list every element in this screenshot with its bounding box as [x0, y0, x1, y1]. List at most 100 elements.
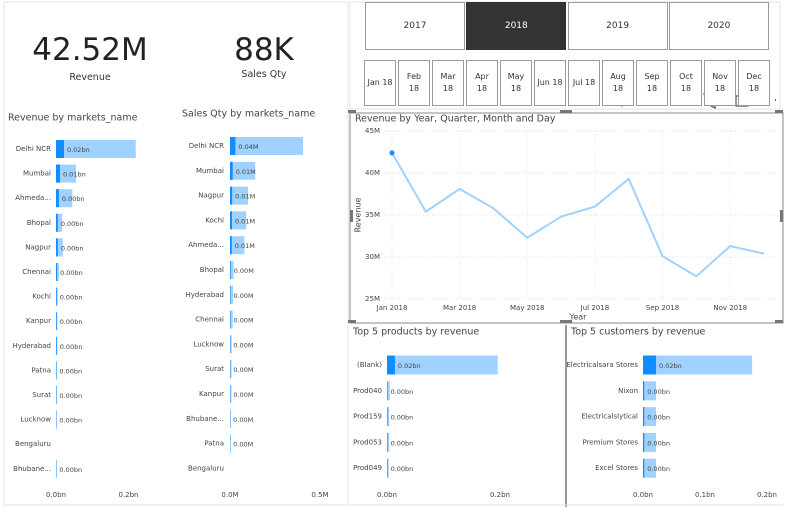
x-tick-label: 0.5M [311, 491, 328, 499]
x-tick-label: 0.0bn [46, 491, 66, 499]
category-label: Prod049 [353, 464, 382, 472]
data-label: 0.00M [233, 416, 253, 424]
bar [56, 361, 58, 380]
month-button[interactable]: Aug 18 [602, 60, 634, 106]
chart-title: Revenue by markets_name [8, 113, 138, 124]
bar [230, 409, 232, 428]
data-label: 0.00bn [647, 439, 670, 447]
bar [643, 381, 657, 401]
category-label: Bengaluru [188, 464, 224, 472]
month-button[interactable]: Mar 18 [432, 60, 464, 106]
data-label: 0.00bn [391, 414, 414, 422]
data-label: 0.02bn [659, 362, 682, 370]
x-tick-label: Nov 2018 [713, 304, 747, 312]
bar-highlight [56, 263, 58, 281]
chart-title: Sales Qty by markets_name [182, 109, 315, 120]
bar-highlight [230, 161, 233, 180]
y-tick-label: 40M [365, 169, 380, 177]
month-button[interactable]: Nov 18 [704, 60, 736, 106]
data-label: 0.02bn [398, 362, 421, 370]
bar-highlight [387, 407, 388, 427]
category-label: Electricalsara Stores [566, 361, 638, 369]
month-button[interactable]: Jul 18 [568, 60, 600, 106]
data-label: 0.00bn [647, 388, 670, 396]
month-button[interactable]: May 18 [500, 60, 532, 106]
y-axis-label: Revenue [354, 198, 363, 233]
data-label: 0.00bn [61, 220, 84, 228]
bar [230, 186, 248, 205]
year-button[interactable]: 2018 [466, 2, 567, 50]
bar [230, 385, 232, 403]
category-label: Prod159 [353, 413, 382, 421]
bar [56, 213, 63, 232]
month-button[interactable]: Apr 18 [466, 60, 498, 106]
bar [230, 261, 234, 279]
data-label: 0.01M [236, 168, 256, 176]
y-tick-label: 25M [365, 295, 380, 303]
resize-handle [780, 210, 783, 222]
data-label: 0.00bn [60, 318, 83, 326]
data-label: 0.00bn [59, 392, 82, 400]
category-label: Hyderabad [186, 291, 225, 299]
data-label: 0.04M [238, 143, 258, 151]
category-label: Chennai [22, 268, 51, 276]
kpi-value: 42.52M [32, 32, 148, 68]
bar [230, 310, 233, 329]
bar-highlight [56, 287, 57, 306]
bar-highlight [230, 137, 236, 155]
x-tick-label: 0.2bn [490, 491, 510, 499]
bar [230, 335, 232, 354]
bar [56, 263, 59, 281]
data-label: 0.00M [233, 341, 253, 349]
bar-highlight [643, 432, 645, 452]
chart-title: Revenue by Year, Quarter, Month and Day [355, 114, 556, 125]
bar [56, 189, 73, 208]
x-tick-label: 0.2bn [118, 491, 138, 499]
month-button[interactable]: Jun 18 [534, 60, 566, 106]
x-tick-label: Sep 2018 [646, 304, 679, 312]
data-label: 0.01M [235, 217, 255, 225]
x-tick-label: 0.0M [221, 491, 238, 499]
bar [387, 458, 389, 478]
data-label: 0.00bn [59, 367, 82, 375]
resize-handle [560, 320, 572, 323]
category-label: Bhopal [27, 219, 51, 227]
bar-highlight [387, 432, 388, 452]
x-tick-label: May 2018 [510, 304, 545, 312]
left-panel-frame [3, 1, 349, 506]
bar [230, 236, 245, 255]
month-button[interactable]: Sep 18 [636, 60, 668, 106]
data-label: 0.01M [235, 242, 255, 250]
month-button[interactable]: Dec 18 [738, 60, 770, 106]
data-label: 0.00M [233, 441, 253, 449]
kpi-label: Revenue [69, 72, 111, 83]
bar [643, 355, 753, 375]
bar-highlight [230, 211, 232, 230]
data-label: 0.00bn [59, 417, 82, 425]
bar-highlight [230, 186, 233, 205]
bar [387, 381, 390, 401]
x-tick-label: Jul 2018 [580, 304, 610, 312]
data-label: 0.00bn [647, 465, 670, 473]
bar-highlight [56, 140, 64, 158]
bar-highlight [230, 261, 231, 279]
year-button[interactable]: 2020 [668, 2, 769, 50]
bar [230, 137, 304, 155]
year-button[interactable]: 2019 [567, 2, 668, 50]
bar-highlight [56, 213, 58, 232]
category-label: Ahmeda... [15, 194, 51, 202]
category-label: Surat [32, 391, 51, 399]
data-label: 0.00M [234, 267, 254, 275]
y-tick-label: 35M [365, 211, 380, 219]
bar [230, 211, 247, 230]
year-button[interactable]: 2017 [365, 2, 465, 50]
category-label: Premium Stores [582, 438, 638, 446]
data-label: 0.00bn [59, 466, 82, 474]
bar-highlight [230, 236, 232, 255]
month-button[interactable]: Feb 18 [398, 60, 430, 106]
month-button[interactable]: Oct 18 [670, 60, 702, 106]
bar-highlight [387, 458, 388, 478]
month-button[interactable]: Jan 18 [364, 60, 396, 106]
